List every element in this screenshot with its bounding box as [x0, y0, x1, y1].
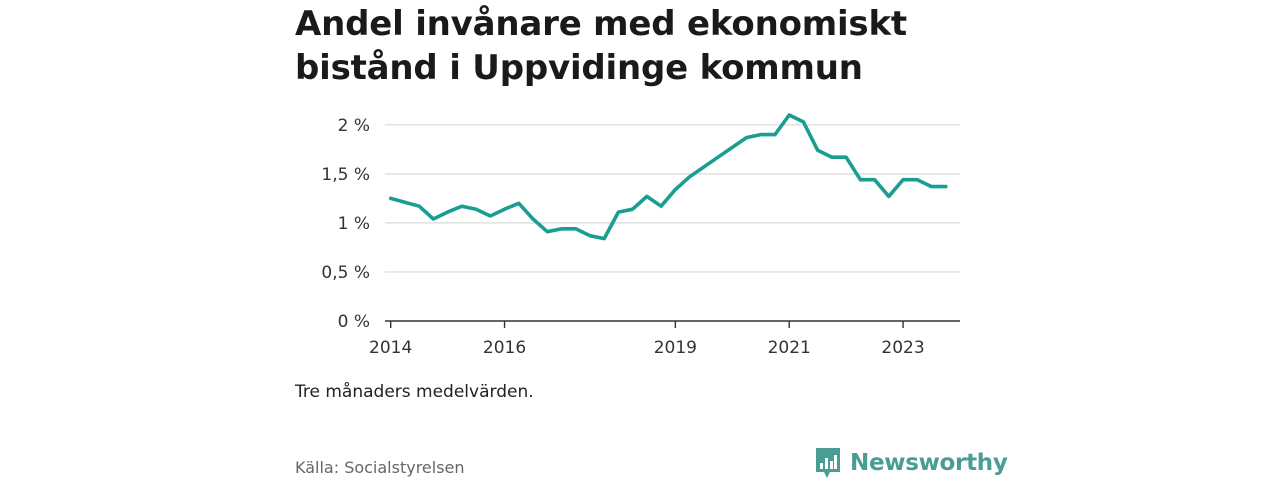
series-line	[388, 113, 948, 241]
y-axis-ticks: 0 % 0,5 % 1 % 1,5 % 2 %	[321, 116, 370, 332]
x-tick-label: 2021	[768, 338, 811, 358]
chart-title: Andel invånare med ekonomiskt bistånd i …	[295, 4, 907, 88]
x-tick-label: 2019	[654, 338, 697, 358]
x-tick-label: 2023	[881, 338, 924, 358]
newsworthy-logo-icon	[816, 448, 840, 478]
y-tick-label: 0 %	[338, 312, 370, 332]
brand-name: Newsworthy	[850, 450, 1008, 476]
brand-logo: Newsworthy	[814, 446, 1008, 480]
series-group	[388, 113, 948, 241]
y-tick-label: 1,5 %	[321, 165, 370, 185]
x-axis: 2014 2016 2019 2021 2023	[369, 320, 960, 358]
y-tick-label: 1 %	[338, 214, 370, 234]
x-tick-label: 2016	[483, 338, 526, 358]
y-tick-label: 0,5 %	[321, 263, 370, 283]
x-tick-label: 2014	[369, 338, 412, 358]
source-text: Källa: Socialstyrelsen	[295, 458, 465, 477]
grid-lines	[385, 124, 960, 273]
y-tick-label: 2 %	[338, 116, 370, 136]
chart-note: Tre månaders medelvärden.	[295, 382, 534, 402]
